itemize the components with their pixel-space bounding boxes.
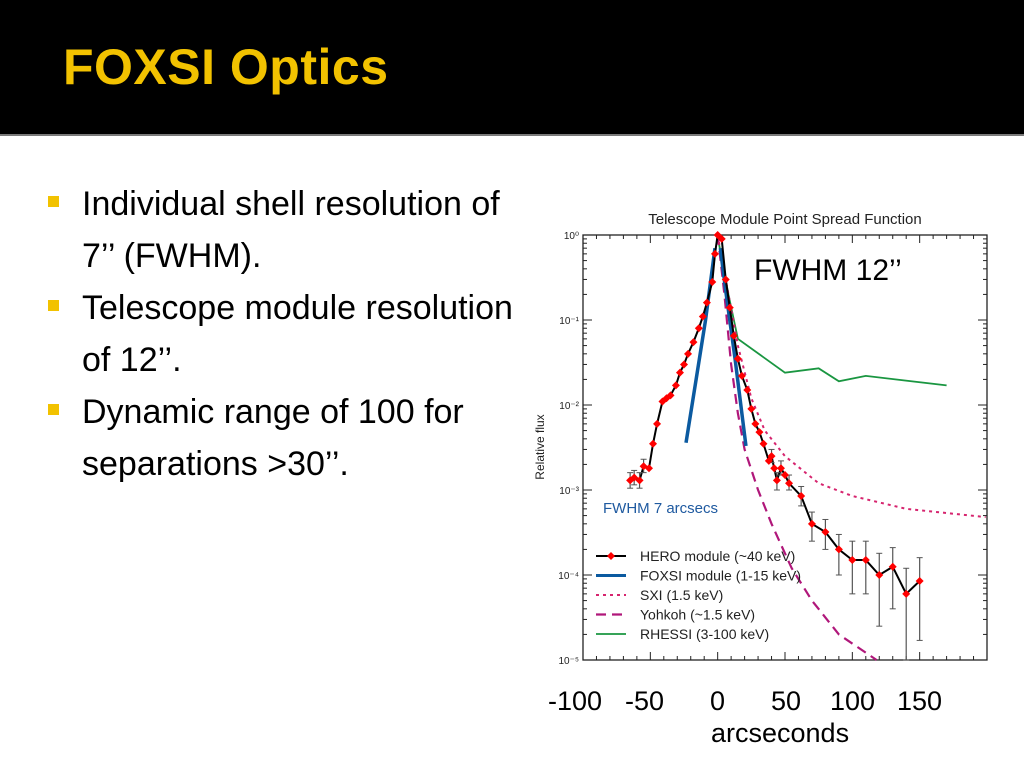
data-point bbox=[915, 576, 924, 585]
data-point bbox=[684, 349, 693, 358]
data-point bbox=[717, 234, 726, 243]
data-point bbox=[785, 479, 794, 488]
y-axis-label: Relative flux bbox=[533, 414, 547, 479]
fwhm-12-annotation: FWHM 12’’ bbox=[754, 254, 902, 287]
legend-marker bbox=[607, 552, 615, 560]
data-point bbox=[710, 249, 719, 258]
legend-label: FOXSI module (1-15 keV) bbox=[640, 568, 801, 584]
data-point bbox=[797, 491, 806, 500]
x-label: -50 bbox=[625, 686, 665, 716]
x-label: 150 bbox=[897, 686, 943, 716]
data-point bbox=[713, 231, 722, 239]
data-point bbox=[708, 277, 717, 286]
y-tick-label: 10⁰ bbox=[564, 231, 579, 242]
data-point bbox=[755, 428, 764, 437]
bullet-text: Dynamic range of 100 for separations >30… bbox=[82, 393, 464, 483]
series-line-1 bbox=[718, 247, 748, 447]
data-point bbox=[680, 360, 688, 369]
data-point bbox=[644, 464, 653, 473]
x-label: -100 bbox=[548, 686, 603, 716]
data-point bbox=[702, 298, 711, 307]
data-point bbox=[743, 386, 752, 395]
y-tick-label: 10⁻¹ bbox=[559, 316, 579, 327]
data-point bbox=[698, 312, 707, 321]
x-label: 100 bbox=[830, 686, 876, 716]
data-point bbox=[721, 275, 730, 284]
chart-title: Telescope Module Point Spread Function bbox=[648, 211, 922, 228]
data-point bbox=[781, 471, 789, 480]
data-point bbox=[772, 476, 781, 485]
data-point bbox=[751, 419, 760, 428]
y-tick-label: 10⁻³ bbox=[559, 486, 579, 497]
legend-label: Yohkoh (~1.5 keV) bbox=[640, 607, 755, 623]
bullet-item: Individual shell resolution of 7’’ (FWHM… bbox=[48, 178, 528, 282]
series-line-3 bbox=[716, 234, 878, 661]
data-point bbox=[733, 354, 742, 363]
y-tick-label: 10⁻⁵ bbox=[558, 656, 579, 667]
data-point bbox=[834, 545, 843, 554]
data-point bbox=[689, 338, 698, 347]
series-lines bbox=[626, 231, 986, 661]
bullet-item: Dynamic range of 100 for separations >30… bbox=[48, 386, 528, 490]
psf-chart: Telescope Module Point Spread Function R… bbox=[533, 211, 988, 667]
bullet-text: Telescope module resolution of 12’’. bbox=[82, 289, 513, 379]
bullet-text: Individual shell resolution of 7’’ (FWHM… bbox=[82, 185, 500, 275]
data-point bbox=[902, 589, 911, 598]
title-bar: FOXSI Optics bbox=[0, 0, 1024, 136]
data-point bbox=[888, 562, 897, 571]
x-label: 50 bbox=[771, 686, 802, 716]
data-point bbox=[861, 556, 870, 565]
data-point bbox=[737, 371, 746, 380]
data-point bbox=[848, 556, 857, 565]
bullet-list: Individual shell resolution of 7’’ (FWHM… bbox=[48, 178, 528, 490]
data-point bbox=[658, 397, 667, 406]
series-line-2 bbox=[716, 234, 986, 519]
data-point bbox=[747, 404, 756, 413]
data-point bbox=[671, 381, 680, 390]
data-point bbox=[759, 439, 768, 448]
series-line-1 bbox=[684, 247, 717, 443]
fwhm-7-annotation: FWHM 7 arcsecs bbox=[603, 500, 718, 517]
legend-label: SXI (1.5 keV) bbox=[640, 587, 723, 603]
x-label: 0 bbox=[710, 686, 726, 716]
data-point bbox=[821, 528, 830, 537]
data-point bbox=[630, 473, 639, 482]
bullet-square-icon bbox=[48, 404, 59, 415]
y-tick-label: 10⁻⁴ bbox=[558, 571, 579, 582]
data-point bbox=[807, 519, 816, 528]
data-point bbox=[767, 452, 776, 461]
x-unit-label: arcseconds bbox=[711, 718, 850, 748]
legend: HERO module (~40 keV) FOXSI module (1-15 … bbox=[596, 548, 801, 642]
data-point bbox=[770, 464, 779, 473]
bullet-square-icon bbox=[48, 300, 59, 311]
data-point bbox=[694, 324, 703, 333]
data-point bbox=[666, 391, 675, 400]
data-point bbox=[653, 419, 662, 428]
data-point bbox=[635, 476, 644, 485]
series-line-0 bbox=[629, 232, 921, 596]
data-point bbox=[875, 571, 884, 579]
y-tick-label: 10⁻² bbox=[559, 401, 579, 412]
legend-label: RHESSI (3-100 keV) bbox=[640, 626, 769, 642]
data-point bbox=[725, 303, 734, 312]
data-point bbox=[649, 439, 658, 448]
data-point bbox=[776, 464, 785, 473]
series-line-4 bbox=[716, 236, 947, 387]
data-point bbox=[675, 368, 684, 377]
axes: 10⁰ 10⁻¹ 10⁻² 10⁻³ 10⁻⁴ 10⁻⁵ bbox=[558, 231, 988, 667]
data-point bbox=[662, 394, 671, 403]
slide-title: FOXSI Optics bbox=[63, 39, 389, 95]
data-point bbox=[729, 331, 738, 340]
bullet-item: Telescope module resolution of 12’’. bbox=[48, 282, 528, 386]
bullet-square-icon bbox=[48, 196, 59, 207]
legend-label: HERO module (~40 keV) bbox=[640, 548, 795, 564]
